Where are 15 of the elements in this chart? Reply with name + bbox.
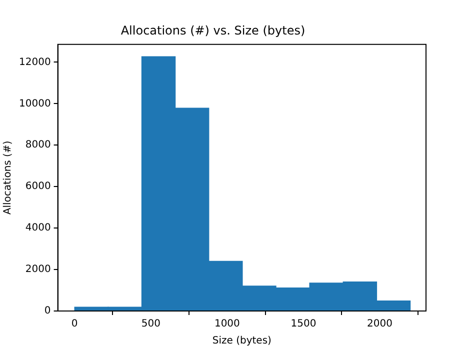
x-tick-label: 500 bbox=[141, 318, 160, 330]
y-tick-label: 10000 bbox=[19, 98, 51, 110]
x-tick-label: 0 bbox=[71, 318, 78, 330]
y-tick-label: 8000 bbox=[25, 140, 51, 151]
x-tick-label: 2000 bbox=[367, 318, 392, 330]
y-tick-label: 6000 bbox=[25, 181, 51, 192]
x-axis-title: Size (bytes) bbox=[212, 336, 272, 347]
y-tick-label: 12000 bbox=[19, 56, 51, 68]
y-tick-label: 2000 bbox=[25, 264, 51, 276]
y-axis-title: Allocations (#) bbox=[2, 140, 14, 215]
y-tick-label: 0 bbox=[44, 306, 51, 317]
chart-title: Allocations (#) vs. Size (bytes) bbox=[120, 23, 306, 38]
y-tick-label: 4000 bbox=[25, 222, 51, 234]
x-tick-label: 1500 bbox=[290, 318, 316, 330]
x-tick-label: 1000 bbox=[214, 318, 240, 330]
